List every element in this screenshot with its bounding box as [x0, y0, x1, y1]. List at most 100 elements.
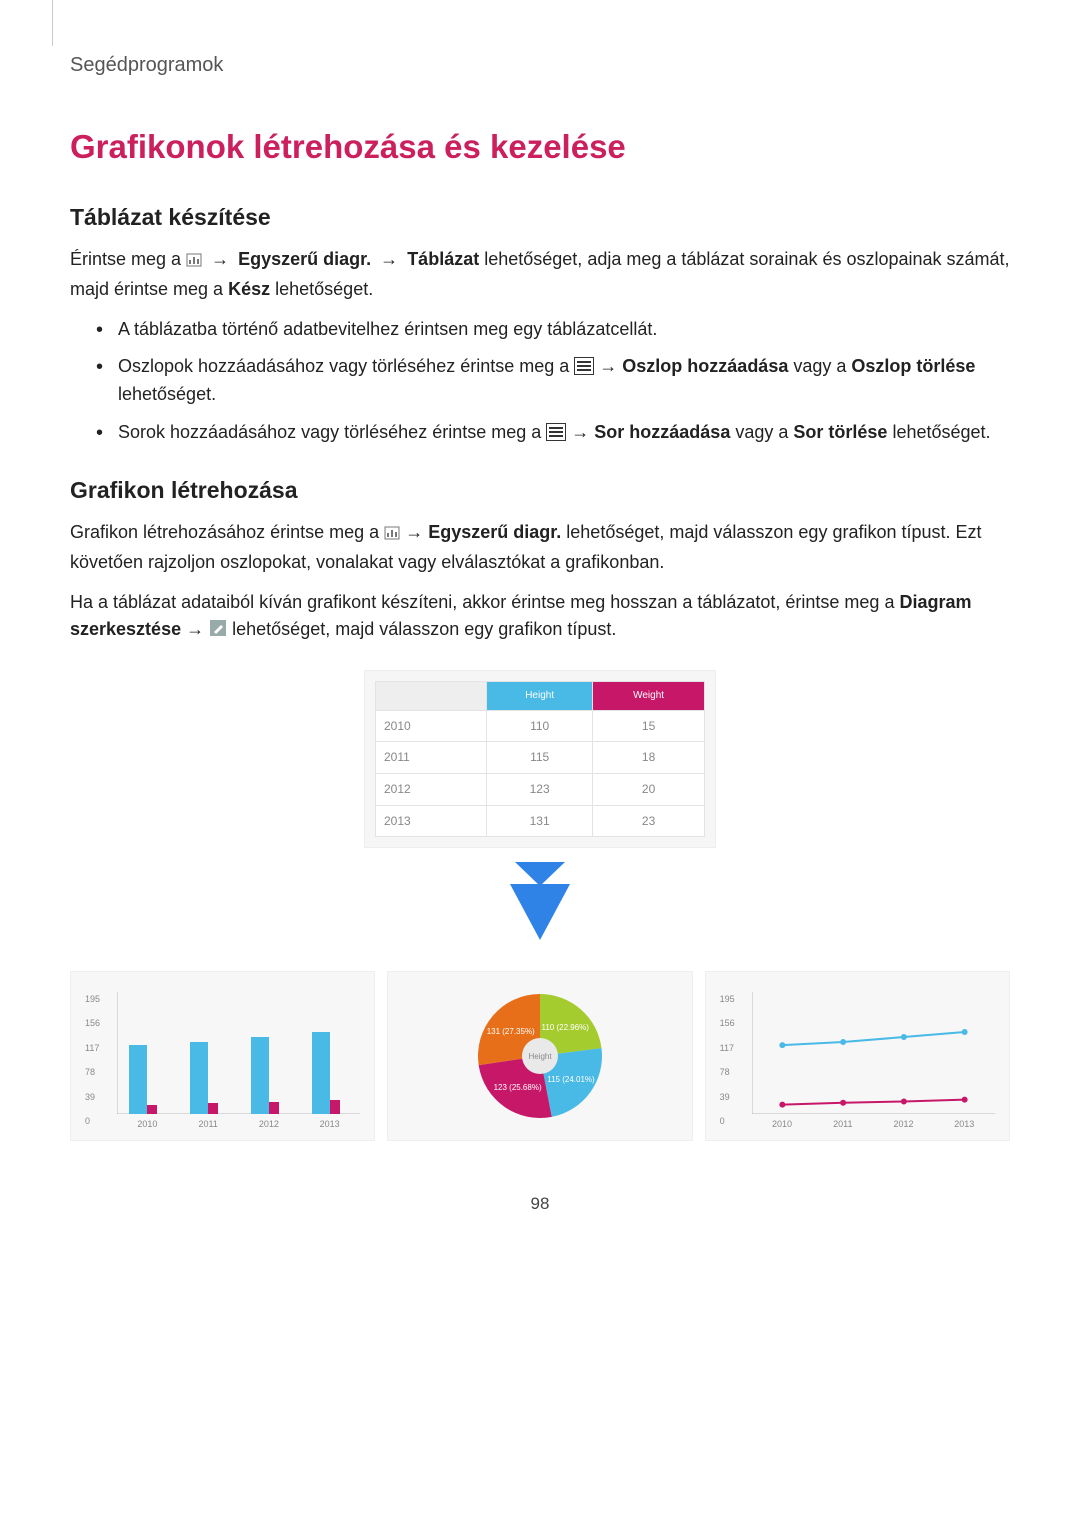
section2-paragraph2: Ha a táblázat adataiból kíván grafikont …	[70, 589, 1010, 647]
pie-slice-label: 131 (27.35%)	[485, 1026, 537, 1038]
table-cell: 2013	[376, 805, 487, 837]
pie-slice-label: 110 (22.96%)	[539, 1022, 591, 1034]
text: A táblázatba történő adatbevitelhez érin…	[118, 319, 657, 339]
line-point	[901, 1034, 907, 1040]
line-point	[779, 1102, 785, 1108]
line-chart-panel: 195156117783902010201120122013	[705, 971, 1010, 1141]
y-axis-label: 156	[85, 1017, 100, 1031]
table-header: Weight	[593, 682, 705, 711]
table-cell: 110	[487, 710, 593, 742]
table-cell: 20	[593, 774, 705, 806]
y-axis-label: 39	[720, 1091, 730, 1105]
bar	[147, 1105, 157, 1114]
text: Sorok hozzáadásához vagy törléséhez érin…	[118, 422, 546, 442]
bar-chart-plot	[117, 992, 360, 1114]
bold-text: Oszlop hozzáadása	[622, 356, 788, 376]
bold-text: Sor törlése	[793, 422, 887, 442]
arrow-right-icon: →	[186, 619, 209, 639]
pie-slice-label: 115 (24.01%)	[545, 1074, 597, 1086]
line-point	[779, 1042, 785, 1048]
text: vagy a	[735, 422, 793, 442]
table-cell: 15	[593, 710, 705, 742]
text: lehetőséget.	[118, 384, 216, 404]
bar	[190, 1042, 208, 1114]
y-axis-label: 117	[85, 1042, 99, 1056]
bold-text: Táblázat	[407, 249, 479, 269]
arrow-right-icon: →	[571, 422, 594, 442]
line-point	[840, 1100, 846, 1106]
text: Érintse meg a	[70, 249, 186, 269]
bar	[330, 1100, 340, 1114]
x-axis-label: 2013	[944, 1118, 984, 1132]
pie-slice-label: 123 (25.68%)	[492, 1082, 544, 1094]
text: vagy a	[793, 356, 851, 376]
page-number: 98	[70, 1191, 1010, 1217]
x-axis-label: 2010	[762, 1118, 802, 1132]
table-cell: 123	[487, 774, 593, 806]
x-axis-label: 2010	[127, 1118, 167, 1132]
line-chart-plot	[752, 992, 995, 1114]
list-item: A táblázatba történő adatbevitelhez érin…	[96, 316, 1010, 344]
x-axis-label: 2012	[249, 1118, 289, 1132]
text: lehetőséget, majd válasszon egy grafikon…	[232, 619, 616, 639]
y-axis-label: 195	[720, 993, 735, 1007]
data-table: HeightWeight2010110152011115182012123202…	[375, 681, 705, 837]
table-row: 201111518	[376, 742, 705, 774]
chart-icon	[186, 248, 202, 276]
x-axis-label: 2012	[884, 1118, 924, 1132]
edit-icon	[209, 618, 227, 646]
pie-chart-panel: Height 110 (22.96%) 115 (24.01%)123 (25.68…	[387, 971, 692, 1141]
table-header-blank	[376, 682, 487, 711]
x-axis-label: 2013	[310, 1118, 350, 1132]
line-point	[961, 1097, 967, 1103]
line-point	[840, 1039, 846, 1045]
bold-text: Egyszerű diagr.	[428, 522, 561, 542]
line-series	[782, 1032, 964, 1045]
table-cell: 131	[487, 805, 593, 837]
bar	[312, 1032, 330, 1114]
table-cell: 115	[487, 742, 593, 774]
text: Ha a táblázat adataiból kíván grafikont …	[70, 592, 899, 612]
bar-chart-panel: 195 156 117 78 39 0 2010 2011 2012 2013	[70, 971, 375, 1141]
arrow-right-icon: →	[405, 522, 428, 542]
section-heading-chart: Grafikon létrehozása	[70, 473, 1010, 509]
y-axis-label: 0	[720, 1115, 725, 1129]
table-cell: 2011	[376, 742, 487, 774]
pie-center-label: Height	[528, 1052, 552, 1061]
y-axis-label: 78	[720, 1066, 730, 1080]
table-cell: 18	[593, 742, 705, 774]
bold-text: Oszlop törlése	[851, 356, 975, 376]
x-axis-label: 2011	[823, 1118, 863, 1132]
y-axis-label: 39	[85, 1091, 95, 1105]
section2-paragraph1: Grafikon létrehozásához érintse meg a → …	[70, 519, 1010, 577]
table-row: 201011015	[376, 710, 705, 742]
line-point	[901, 1099, 907, 1105]
text: Oszlopok hozzáadásához vagy törléséhez é…	[118, 356, 574, 376]
section-heading-table: Táblázat készítése	[70, 200, 1010, 236]
x-axis-label: 2011	[188, 1118, 228, 1132]
example-data-table: HeightWeight2010110152011115182012123202…	[364, 670, 716, 848]
y-axis-label: 195	[85, 993, 100, 1007]
y-axis-label: 78	[85, 1066, 95, 1080]
bar	[269, 1102, 279, 1115]
charts-row: 195 156 117 78 39 0 2010 2011 2012 2013 Height 110…	[70, 971, 1010, 1141]
text: lehetőséget.	[275, 279, 373, 299]
bold-text: Sor hozzáadása	[594, 422, 730, 442]
list-item: Sorok hozzáadásához vagy törléséhez érin…	[96, 419, 1010, 447]
y-axis-label: 156	[720, 1017, 735, 1031]
bar	[208, 1103, 218, 1114]
list-item: Oszlopok hozzáadásához vagy törléséhez é…	[96, 353, 1010, 409]
line-series	[782, 1100, 964, 1105]
arrow-right-icon: →	[599, 356, 622, 376]
text: Grafikon létrehozásához érintse meg a	[70, 522, 384, 542]
menu-icon	[546, 423, 566, 441]
bold-text: Egyszerű diagr.	[238, 249, 371, 269]
table-cell: 2012	[376, 774, 487, 806]
section1-paragraph: Érintse meg a → Egyszerű diagr. → Tábláz…	[70, 246, 1010, 304]
line-point	[961, 1029, 967, 1035]
arrow-right-icon: →	[380, 249, 403, 269]
bar	[129, 1045, 147, 1114]
table-cell: 23	[593, 805, 705, 837]
table-header: Height	[487, 682, 593, 711]
y-axis-label: 0	[85, 1115, 90, 1129]
